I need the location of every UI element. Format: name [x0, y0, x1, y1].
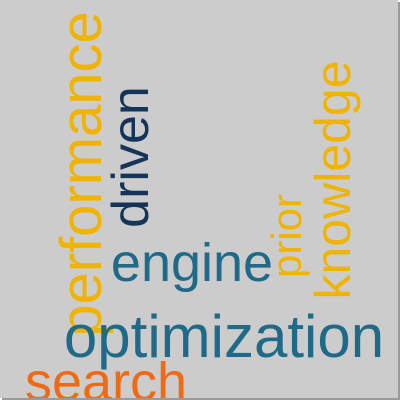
word-engine: engine: [110, 233, 274, 293]
word-search: search: [24, 352, 188, 398]
word-knowledge: knowledge: [305, 60, 361, 300]
frame-shadow-bottom: [2, 398, 400, 400]
word-driven: driven: [102, 86, 160, 228]
frame-shadow-right: [398, 2, 400, 400]
word-optimization: optimization: [63, 303, 385, 370]
